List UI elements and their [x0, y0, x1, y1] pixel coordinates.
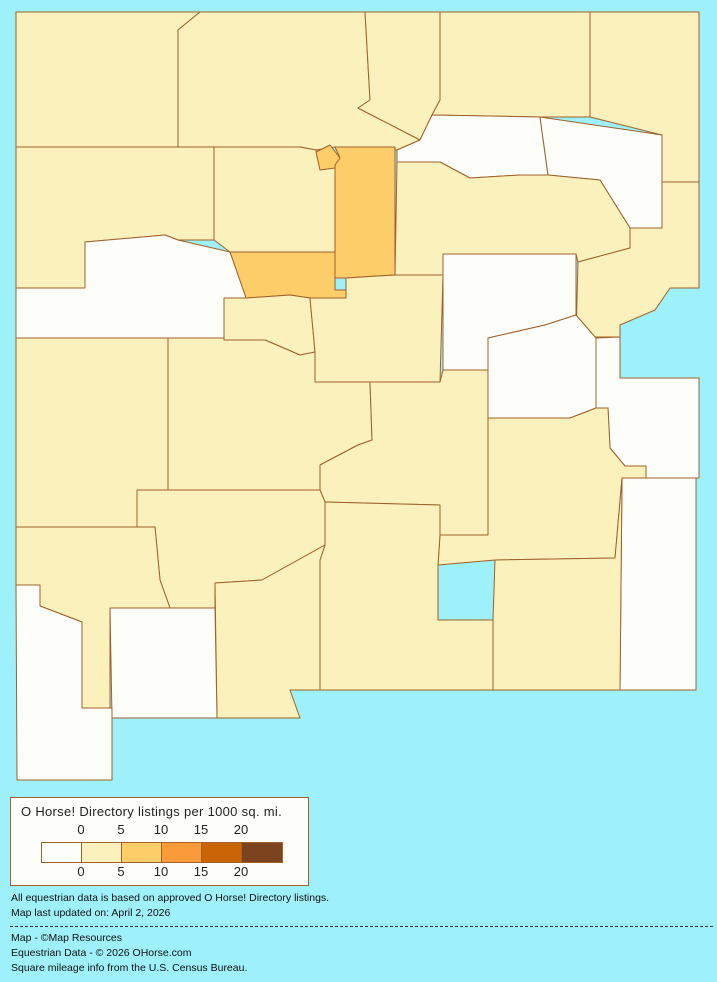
- legend-tick: 15: [193, 864, 209, 879]
- county[interactable]: [229, 251, 347, 299]
- county[interactable]: [214, 544, 326, 719]
- legend-tick: 15: [193, 822, 209, 837]
- data-basis-note: All equestrian data is based on approved…: [11, 892, 330, 904]
- legend-title: O Horse! Directory listings per 1000 sq.…: [21, 804, 283, 819]
- new-mexico-county-map: [15, 11, 700, 781]
- legend-tick: 0: [77, 864, 85, 879]
- legend-swatch: [162, 843, 202, 862]
- county[interactable]: [15, 584, 113, 781]
- county[interactable]: [15, 11, 201, 148]
- divider: [10, 926, 713, 927]
- county[interactable]: [109, 607, 218, 719]
- data-credit: Equestrian Data - © 2026 OHorse.com: [11, 947, 192, 959]
- legend-swatch: [122, 843, 162, 862]
- census-credit: Square mileage info from the U.S. Census…: [11, 962, 248, 974]
- legend-swatch: [202, 843, 242, 862]
- updated-note: Map last updated on: April 2, 2026: [11, 907, 171, 919]
- legend-swatch: [42, 843, 82, 862]
- legend-swatch: [242, 843, 282, 862]
- county[interactable]: [213, 146, 336, 253]
- legend-tick: 5: [117, 864, 125, 879]
- legend-tick: 20: [233, 822, 249, 837]
- legend-ticks-top: 0 5 10 15 20: [11, 822, 310, 837]
- legend-swatch: [82, 843, 122, 862]
- legend-ticks-bottom: 0 5 10 15 20: [11, 864, 310, 879]
- county[interactable]: [619, 477, 697, 691]
- map-credit: Map - ©Map Resources: [11, 932, 123, 944]
- county[interactable]: [431, 11, 591, 118]
- legend-tick: 20: [233, 864, 249, 879]
- legend-tick: 0: [77, 822, 85, 837]
- legend-tick: 10: [153, 864, 169, 879]
- county[interactable]: [334, 146, 396, 279]
- county[interactable]: [492, 477, 623, 691]
- legend-tick: 5: [117, 822, 125, 837]
- legend: O Horse! Directory listings per 1000 sq.…: [10, 797, 309, 886]
- legend-tick: 10: [153, 822, 169, 837]
- legend-color-scale: [41, 842, 283, 863]
